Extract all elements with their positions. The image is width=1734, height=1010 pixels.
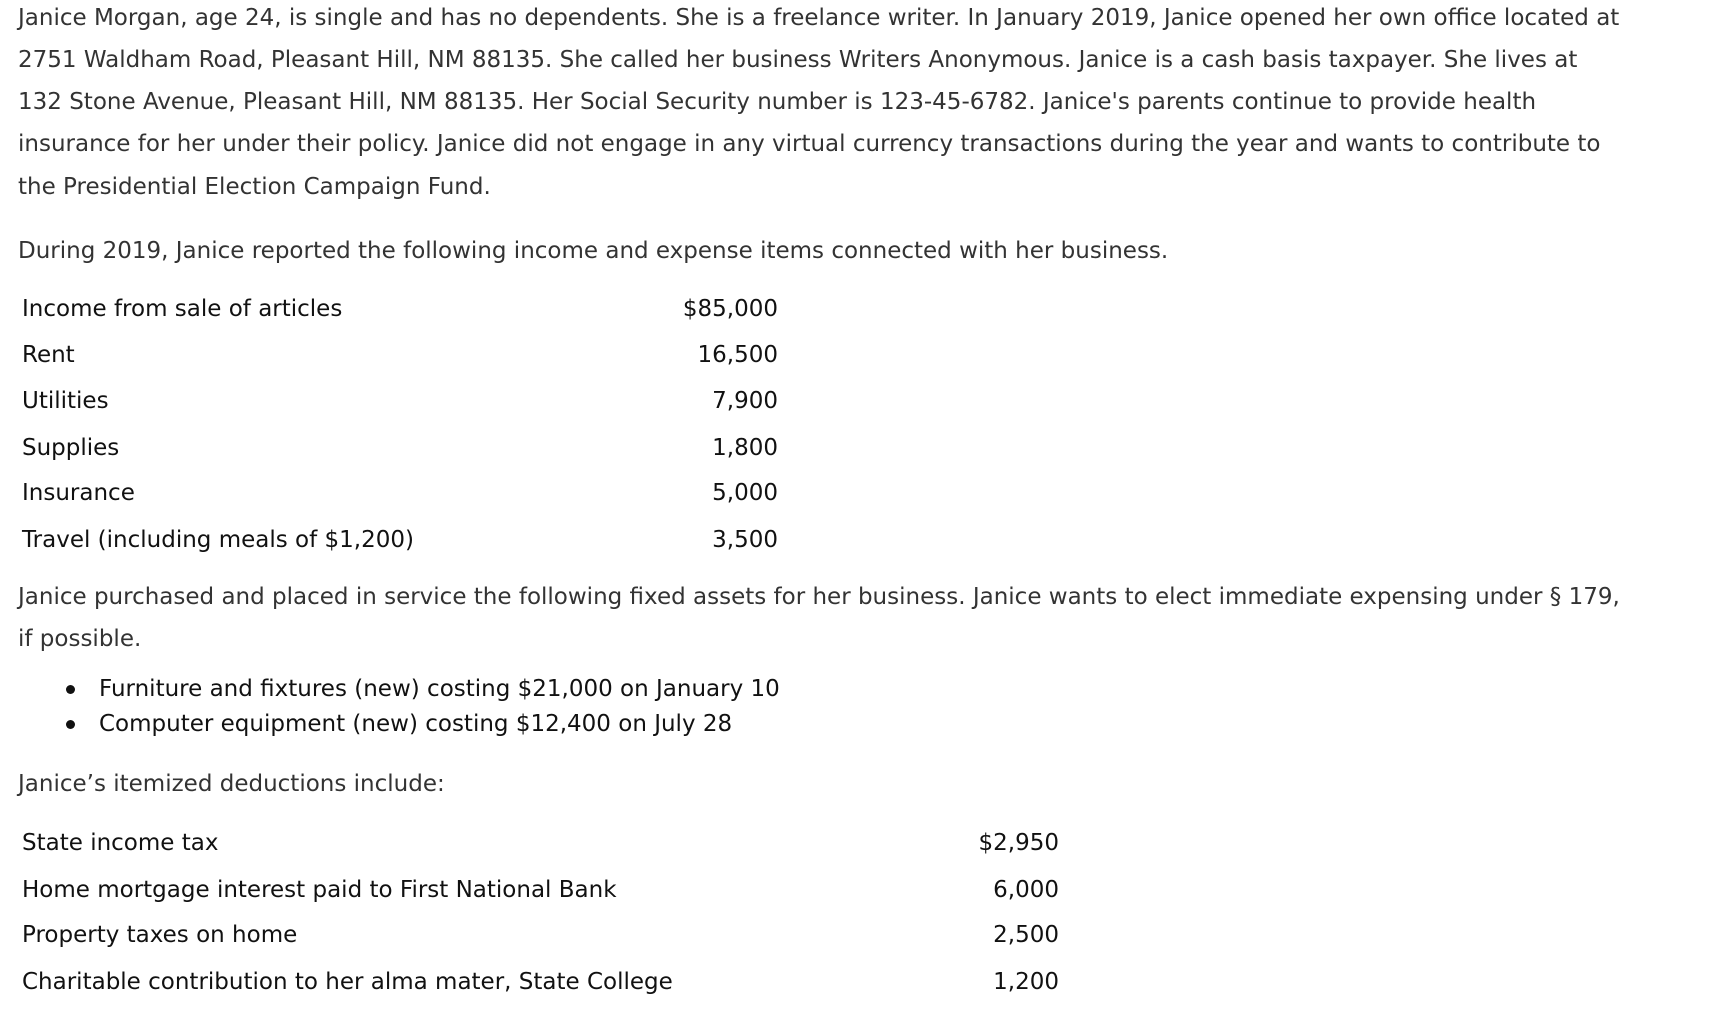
assets-intro-line: Janice purchased and placed in service t… bbox=[18, 584, 1620, 610]
table-row-amount: $85,000 bbox=[682, 296, 778, 322]
intro-line: the Presidential Election Campaign Fund. bbox=[18, 174, 491, 200]
table-row-amount: 7,900 bbox=[712, 388, 778, 414]
intro-line: 132 Stone Avenue, Pleasant Hill, NM 8813… bbox=[18, 89, 1537, 115]
business-intro: During 2019, Janice reported the followi… bbox=[18, 238, 1169, 264]
bullet-icon bbox=[66, 685, 75, 694]
table-row-label: Charitable contribution to her alma mate… bbox=[22, 969, 673, 995]
table-row-label: Income from sale of articles bbox=[22, 296, 343, 322]
table-row-label: Travel (including meals of $1,200) bbox=[22, 527, 414, 553]
table-row-amount: 1,200 bbox=[993, 969, 1059, 995]
table-row-label: Home mortgage interest paid to First Nat… bbox=[22, 877, 617, 903]
intro-line: insurance for her under their policy. Ja… bbox=[18, 131, 1601, 157]
intro-line: 2751 Waldham Road, Pleasant Hill, NM 881… bbox=[18, 47, 1578, 73]
table-row-amount: 5,000 bbox=[712, 480, 778, 506]
bullet-icon bbox=[66, 720, 75, 729]
table-row-label: Property taxes on home bbox=[22, 922, 298, 948]
table-row-label: Rent bbox=[22, 342, 75, 368]
table-row-amount: 6,000 bbox=[993, 877, 1059, 903]
table-row-label: State income tax bbox=[22, 830, 219, 856]
table-row-label: Insurance bbox=[22, 480, 135, 506]
table-row-amount: 1,800 bbox=[712, 435, 778, 461]
assets-intro-line: if possible. bbox=[18, 626, 142, 652]
list-item: Computer equipment (new) costing $12,400… bbox=[99, 711, 733, 737]
intro-line: Janice Morgan, age 24, is single and has… bbox=[18, 5, 1620, 31]
deductions-intro: Janice’s itemized deductions include: bbox=[18, 771, 445, 797]
table-row-label: Utilities bbox=[22, 388, 109, 414]
table-row-amount: 2,500 bbox=[993, 922, 1059, 948]
table-row-amount: $2,950 bbox=[978, 830, 1059, 856]
table-row-amount: 3,500 bbox=[712, 527, 778, 553]
list-item: Furniture and fixtures (new) costing $21… bbox=[99, 676, 780, 702]
table-row-label: Supplies bbox=[22, 435, 120, 461]
table-row-amount: 16,500 bbox=[697, 342, 778, 368]
